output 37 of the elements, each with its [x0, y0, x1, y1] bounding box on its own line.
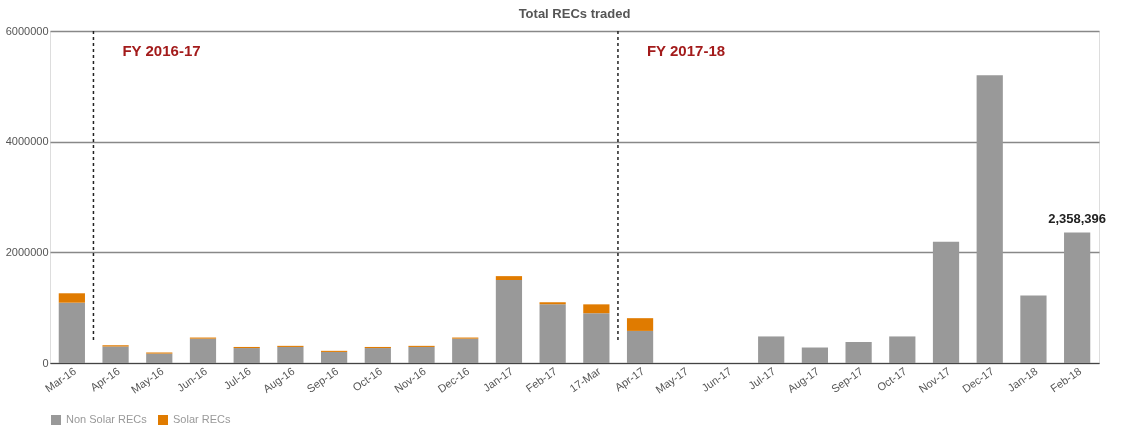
bar	[102, 346, 129, 363]
bar	[539, 304, 566, 363]
bar	[889, 336, 916, 363]
bar	[1064, 232, 1091, 363]
legend-label: Solar RECs	[173, 413, 231, 425]
bar	[758, 336, 785, 363]
bar	[626, 318, 654, 331]
bar	[189, 338, 217, 363]
bar	[845, 341, 872, 363]
ref-line-label: FY 2016-17	[122, 42, 201, 59]
bar	[233, 348, 260, 363]
bar	[364, 348, 391, 363]
bar	[626, 330, 654, 363]
y-tick-label: 0	[42, 356, 49, 369]
bar	[320, 351, 348, 363]
y-tick-label: 2000000	[5, 245, 49, 258]
bar	[495, 276, 523, 280]
bar	[1020, 295, 1047, 363]
bar	[58, 302, 85, 363]
legend-label: Non Solar RECs	[66, 413, 148, 425]
y-tick-label: 6000000	[5, 24, 49, 37]
bar	[583, 304, 610, 314]
bar	[277, 346, 304, 363]
bar	[801, 347, 829, 363]
chart-title: Total RECs traded	[518, 6, 631, 21]
bar	[452, 338, 479, 363]
bar	[58, 293, 85, 303]
ref-line-label: FY 2017-18	[646, 42, 726, 59]
bar	[539, 302, 566, 305]
data-label: 2,358,396	[1048, 210, 1107, 226]
bar	[976, 75, 1003, 363]
bar	[495, 280, 523, 363]
bar	[146, 353, 173, 363]
bar	[932, 241, 960, 363]
y-tick-label: 4000000	[5, 135, 49, 148]
bar	[408, 346, 435, 363]
bar	[583, 313, 610, 363]
